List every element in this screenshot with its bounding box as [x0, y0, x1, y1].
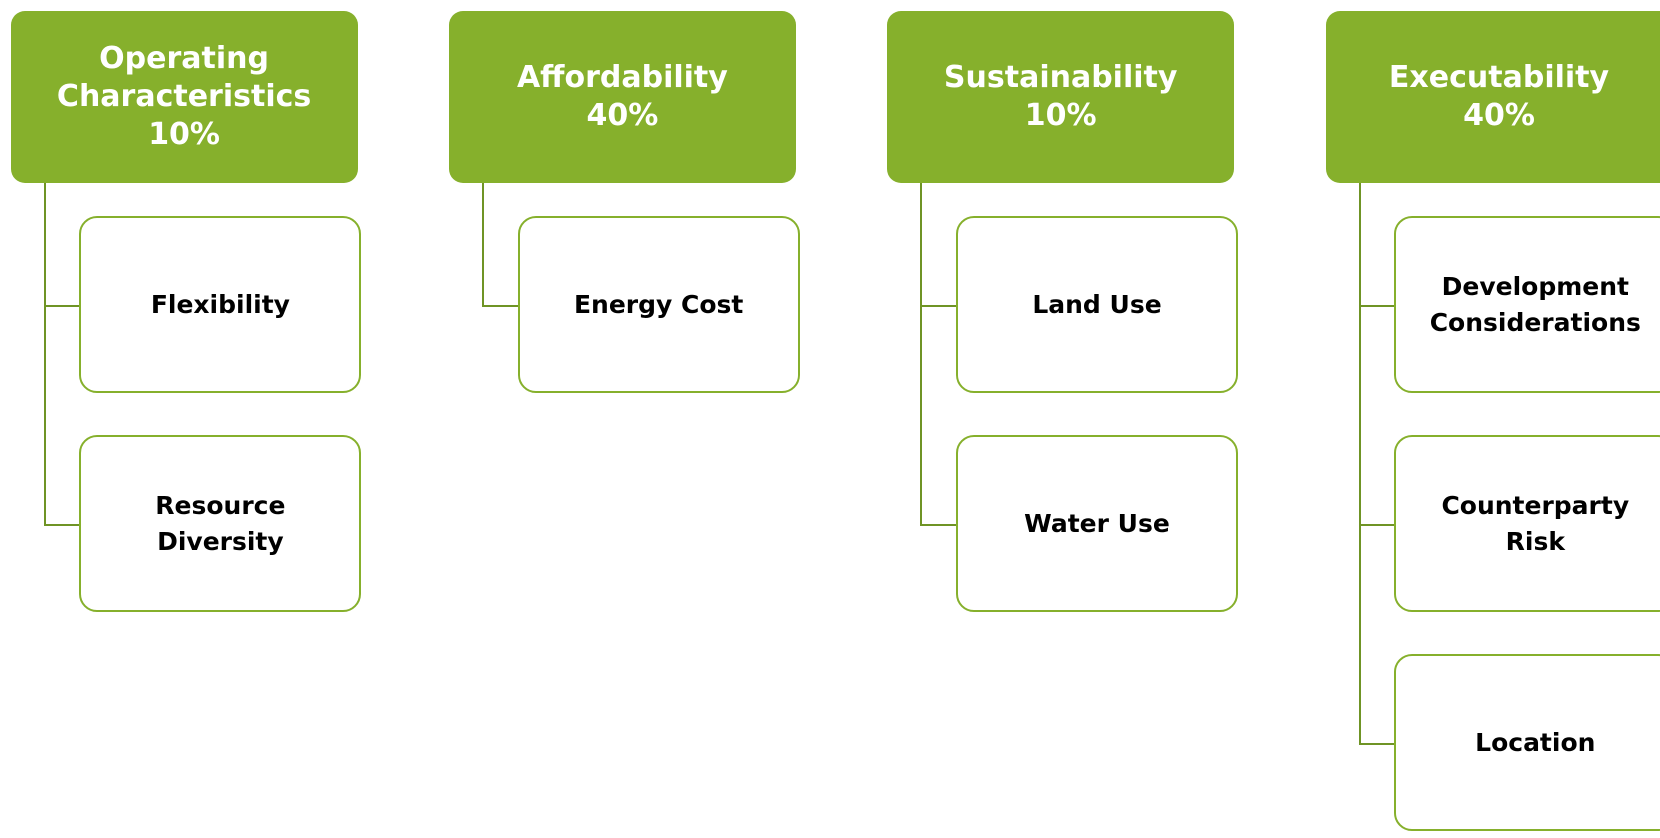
criterion-box: Resource Diversity [79, 435, 362, 612]
criterion-label: Energy Cost [573, 289, 744, 319]
category-weight: 10% [1024, 97, 1097, 133]
category-weight: 10% [148, 116, 220, 152]
criterion-label: Resource Diversity [155, 490, 286, 556]
category-title: Sustainability [943, 59, 1178, 95]
category-title: Operating Characteristics [56, 40, 312, 114]
connector-line [920, 182, 923, 525]
connector-line [1358, 523, 1395, 526]
criterion-box: Development Considerations [1394, 216, 1660, 393]
connector-line [481, 304, 518, 307]
criterion-label: Land Use [1032, 289, 1162, 319]
connector-line [920, 523, 956, 526]
connector-line [920, 304, 956, 307]
criterion-label: Counterparty Risk [1441, 490, 1630, 556]
criterion-label: Development Considerations [1429, 271, 1641, 337]
connector-line [43, 304, 80, 307]
category-header: Operating Characteristics 10% [10, 10, 358, 183]
category-header: Sustainability 10% [887, 10, 1235, 183]
connector-line [1358, 182, 1361, 744]
category-weight: 40% [1463, 97, 1535, 133]
connector-line [1358, 304, 1395, 307]
category-header: Executability 40% [1325, 10, 1660, 183]
criterion-label: Water Use [1024, 508, 1170, 538]
criterion-label: Location [1475, 727, 1596, 757]
criterion-box: Water Use [956, 435, 1238, 612]
connector-line [43, 182, 46, 525]
criterion-box: Flexibility [79, 216, 362, 393]
criterion-box: Land Use [956, 216, 1238, 393]
connector-line [43, 523, 80, 526]
category-header: Affordability 40% [448, 10, 796, 183]
category-title: Executability [1388, 59, 1610, 95]
connector-line [481, 182, 484, 306]
category-title: Affordability [516, 59, 728, 95]
criterion-box: Counterparty Risk [1394, 435, 1660, 612]
category-weight: 40% [586, 97, 659, 133]
connector-line [1358, 742, 1395, 745]
criterion-label: Flexibility [150, 289, 290, 319]
criterion-box: Location [1394, 654, 1660, 831]
criterion-box: Energy Cost [517, 216, 800, 393]
